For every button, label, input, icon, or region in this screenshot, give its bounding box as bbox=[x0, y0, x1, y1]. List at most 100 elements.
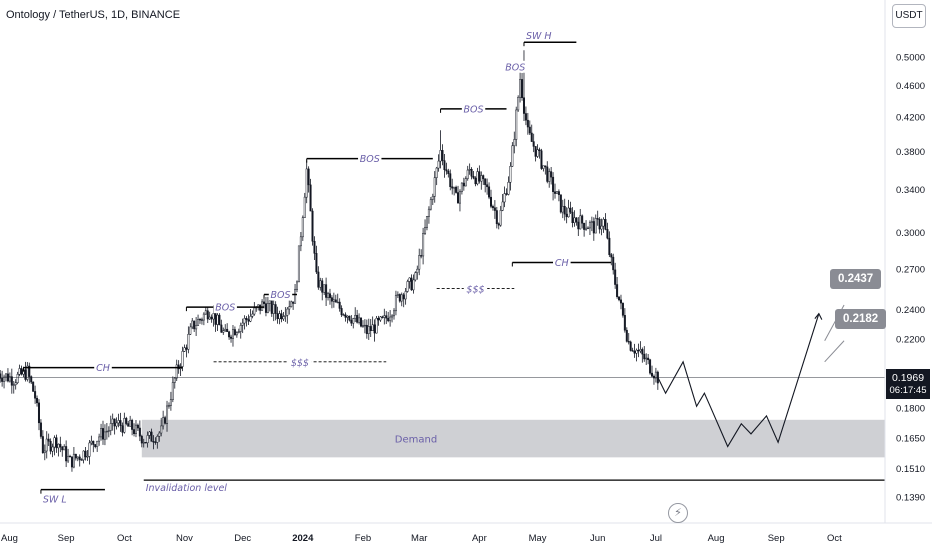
lightning-logo-icon[interactable]: ⚡ bbox=[668, 503, 688, 523]
candle bbox=[28, 362, 31, 384]
candle bbox=[344, 312, 347, 322]
candle bbox=[123, 412, 126, 434]
candle-down bbox=[484, 178, 487, 185]
candle-down bbox=[493, 207, 496, 211]
candle-up bbox=[336, 301, 339, 304]
candle-down bbox=[420, 255, 423, 257]
candle-down bbox=[131, 420, 134, 430]
candle-down bbox=[247, 319, 250, 322]
candle-down bbox=[497, 223, 500, 226]
candle bbox=[443, 153, 446, 178]
candle-up bbox=[261, 301, 264, 311]
candle-down bbox=[528, 126, 531, 134]
candle bbox=[131, 418, 134, 436]
candle bbox=[144, 442, 147, 444]
candle bbox=[342, 313, 345, 317]
candle-down bbox=[144, 442, 147, 444]
candle bbox=[154, 437, 157, 445]
currency-button[interactable]: USDT bbox=[892, 4, 926, 28]
candle-up bbox=[585, 227, 588, 230]
candle bbox=[156, 434, 159, 449]
candle-down bbox=[230, 336, 233, 339]
candle bbox=[385, 311, 388, 325]
candle bbox=[619, 294, 622, 310]
candle-up bbox=[424, 227, 427, 234]
candle-down bbox=[524, 113, 527, 121]
candle-up bbox=[243, 318, 246, 324]
candle-down bbox=[177, 364, 180, 370]
candle bbox=[637, 343, 640, 358]
candle-down bbox=[20, 368, 23, 375]
candle bbox=[264, 296, 267, 317]
candle-down bbox=[74, 453, 77, 459]
y-tick-label: 0.2200 bbox=[896, 335, 925, 346]
candle bbox=[631, 347, 634, 352]
x-tick-label: Oct bbox=[827, 533, 842, 544]
candle-down bbox=[571, 211, 574, 223]
demand-zone-label: Demand bbox=[395, 435, 437, 446]
candle-up bbox=[427, 208, 430, 217]
candle-up bbox=[375, 317, 378, 334]
last-price: 0.1969 bbox=[891, 372, 925, 384]
candle bbox=[484, 178, 487, 193]
candle-up bbox=[437, 160, 440, 169]
candle-down bbox=[538, 149, 541, 151]
candle-down bbox=[596, 218, 599, 220]
candle bbox=[575, 217, 578, 226]
candle-up bbox=[645, 357, 648, 360]
candle bbox=[45, 431, 48, 459]
candle-down bbox=[369, 326, 372, 331]
candle bbox=[334, 294, 337, 303]
candle-down bbox=[563, 205, 566, 215]
candle-down bbox=[557, 191, 560, 195]
candle-down bbox=[309, 184, 312, 212]
candle bbox=[20, 365, 23, 376]
candle-down bbox=[381, 316, 384, 318]
candle-up bbox=[507, 181, 510, 195]
candle bbox=[53, 435, 56, 456]
candle-up bbox=[513, 139, 516, 147]
candle bbox=[569, 201, 572, 214]
candle-down bbox=[330, 297, 333, 302]
candle bbox=[214, 313, 217, 332]
candle-up bbox=[297, 245, 300, 283]
candle bbox=[532, 133, 535, 153]
candle-up bbox=[72, 453, 75, 468]
candle bbox=[643, 346, 646, 362]
candle-up bbox=[142, 442, 145, 444]
candle bbox=[30, 375, 33, 384]
candle-up bbox=[117, 420, 120, 424]
candle bbox=[381, 315, 384, 319]
candle-down bbox=[34, 391, 37, 399]
candle-down bbox=[521, 79, 524, 98]
candle-up bbox=[433, 177, 436, 197]
candle-up bbox=[169, 399, 172, 406]
candle-up bbox=[396, 294, 399, 296]
y-tick-label: 0.4200 bbox=[896, 112, 925, 123]
candle bbox=[117, 413, 120, 428]
annotation-swh-9: SW H bbox=[523, 31, 577, 47]
candle-up bbox=[480, 175, 483, 182]
candle-up bbox=[654, 371, 657, 379]
candle-up bbox=[148, 431, 151, 436]
annotation-label: BOS bbox=[360, 154, 380, 165]
annotation-label-bg bbox=[288, 355, 312, 368]
candle bbox=[272, 298, 275, 322]
candle-up bbox=[342, 314, 345, 316]
annotations: Invalidation level SW L CH BOS BOS $$$ BOS BOS $… bbox=[0, 31, 885, 506]
candle bbox=[251, 310, 254, 319]
candle-up bbox=[51, 446, 54, 452]
candle-up bbox=[453, 186, 456, 189]
candle-down bbox=[592, 221, 595, 234]
candle bbox=[14, 379, 17, 390]
candle-down bbox=[317, 271, 320, 288]
candle-down bbox=[641, 349, 644, 355]
candle bbox=[224, 324, 227, 332]
candle bbox=[645, 353, 648, 366]
candle-down bbox=[614, 269, 617, 285]
candle-up bbox=[363, 324, 366, 327]
candle-down bbox=[344, 314, 347, 318]
projection-path bbox=[657, 313, 820, 448]
